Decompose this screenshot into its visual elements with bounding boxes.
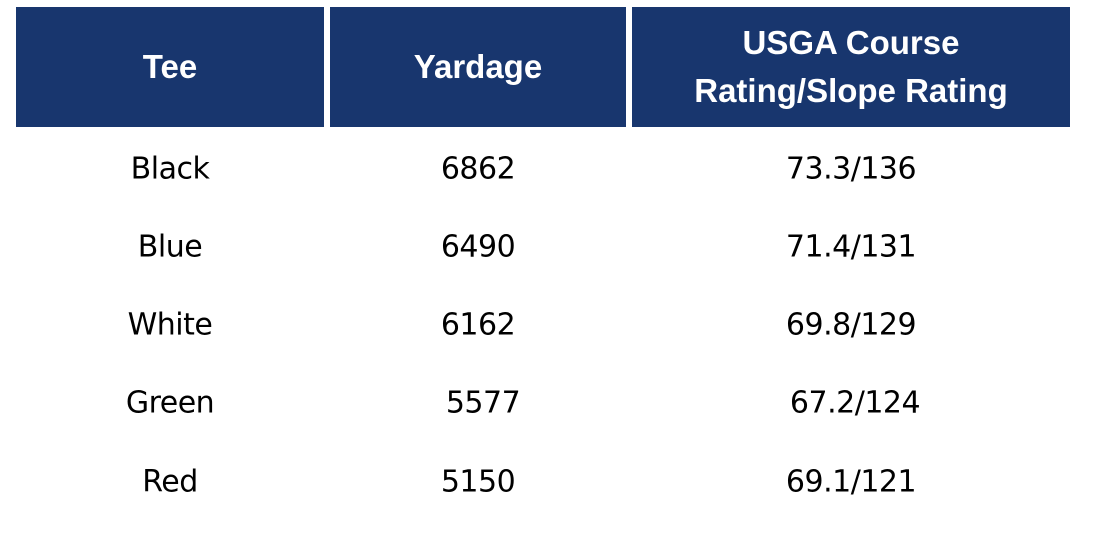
cell-yardage: 6162 (440, 307, 516, 343)
cell-tee: Red (142, 464, 198, 500)
cell-yardage: 6490 (440, 229, 516, 265)
cell-rating: 71.4/131 (785, 229, 917, 265)
cell-yardage: 6862 (440, 151, 516, 187)
header-yardage-label: Yardage (413, 48, 543, 85)
header-rating-line1: USGA Course (742, 24, 960, 61)
header-tee-label: Tee (142, 48, 198, 85)
header-rating: USGA Course Rating/Slope Rating (632, 7, 1070, 127)
header-yardage: Yardage (330, 7, 626, 127)
header-rating-line2: Rating/Slope Rating (694, 72, 1008, 109)
cell-yardage: 5150 (440, 464, 516, 500)
cell-tee: White (127, 307, 213, 343)
cell-tee: Black (130, 151, 210, 187)
cell-tee: Green (125, 385, 215, 421)
cell-rating: 69.8/129 (785, 307, 917, 343)
cell-tee: Blue (137, 229, 203, 265)
cell-rating: 69.1/121 (785, 464, 917, 500)
header-tee: Tee (16, 7, 324, 127)
cell-rating: 73.3/136 (785, 151, 917, 187)
cell-rating: 67.2/124 (789, 385, 921, 421)
cell-yardage: 5577 (445, 385, 521, 421)
